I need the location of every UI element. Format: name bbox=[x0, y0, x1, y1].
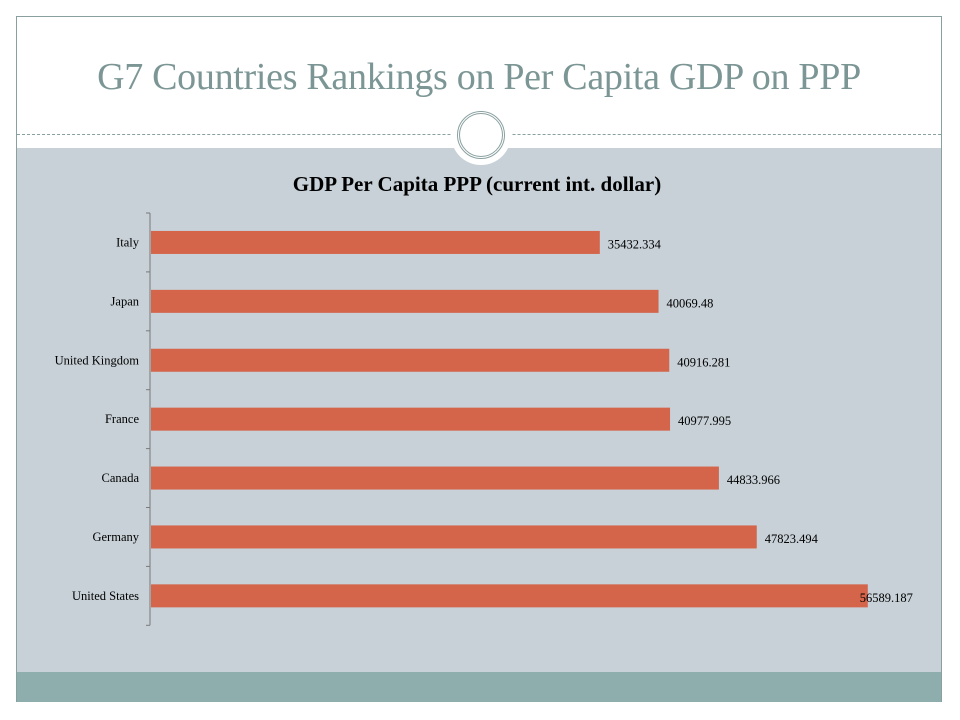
bar-germany bbox=[151, 525, 757, 549]
bar-united-states bbox=[151, 584, 868, 608]
data-label: 35432.334 bbox=[608, 237, 662, 251]
category-label: United States bbox=[72, 589, 139, 603]
bar-italy bbox=[151, 230, 600, 254]
bar-united-kingdom bbox=[151, 348, 670, 372]
data-label: 40069.48 bbox=[667, 296, 714, 310]
data-label: 56589.187 bbox=[860, 591, 913, 605]
data-label: 47823.494 bbox=[765, 532, 819, 546]
category-label: Canada bbox=[102, 471, 140, 485]
data-label: 44833.966 bbox=[727, 473, 780, 487]
bar-france bbox=[151, 407, 671, 431]
circle-ornament-icon bbox=[451, 105, 511, 165]
bar-japan bbox=[151, 289, 659, 313]
data-label: 40916.281 bbox=[677, 355, 730, 369]
category-label: Germany bbox=[92, 530, 139, 544]
bar-canada bbox=[151, 466, 719, 490]
category-label: United Kingdom bbox=[55, 353, 140, 367]
category-label: France bbox=[105, 412, 139, 426]
data-label: 40977.995 bbox=[678, 414, 731, 428]
category-label: Japan bbox=[111, 294, 140, 308]
slide-title: G7 Countries Rankings on Per Capita GDP … bbox=[97, 56, 861, 98]
category-label: Italy bbox=[116, 235, 140, 249]
slide-footer-band bbox=[17, 672, 941, 702]
chart-title: GDP Per Capita PPP (current int. dollar) bbox=[293, 172, 661, 196]
